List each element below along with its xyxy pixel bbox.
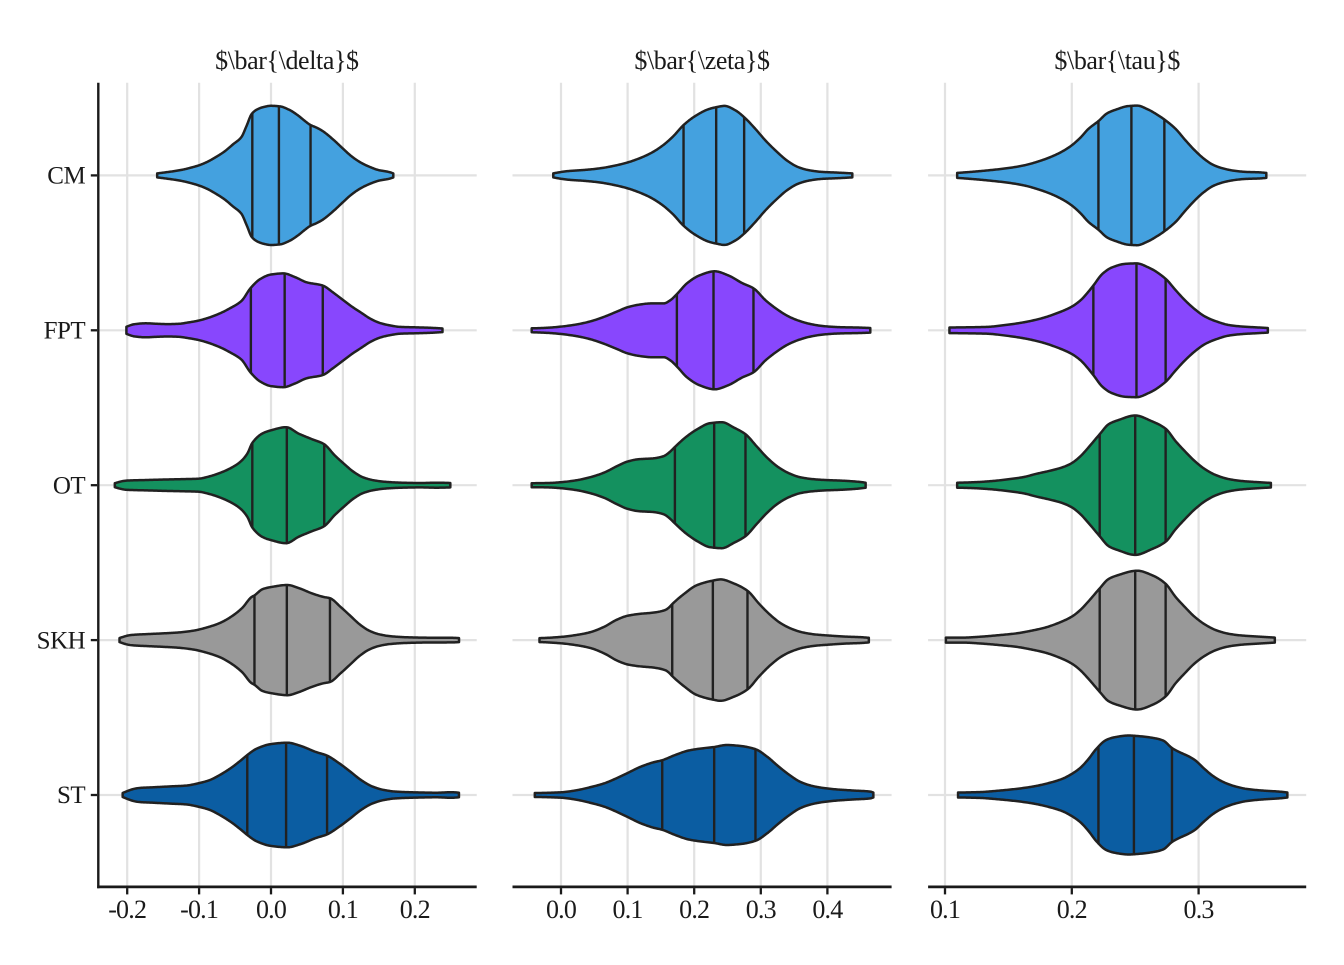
- svg-text:ST: ST: [57, 782, 85, 809]
- svg-text:-0.1: -0.1: [180, 895, 218, 924]
- svg-text:-0.2: -0.2: [108, 895, 146, 924]
- svg-text:SKH: SKH: [37, 627, 86, 654]
- svg-text:0.2: 0.2: [1057, 895, 1087, 924]
- svg-text:0.3: 0.3: [1184, 895, 1214, 924]
- svg-text:0.0: 0.0: [546, 895, 577, 924]
- svg-text:0.4: 0.4: [812, 895, 843, 924]
- svg-text:0.1: 0.1: [930, 895, 960, 924]
- svg-text:0.2: 0.2: [400, 895, 430, 924]
- svg-text:0.2: 0.2: [679, 895, 709, 924]
- svg-text:FPT: FPT: [44, 318, 86, 345]
- svg-text:$\bar{\delta}$: $\bar{\delta}$: [215, 46, 359, 75]
- svg-text:0.3: 0.3: [746, 895, 776, 924]
- svg-text:OT: OT: [53, 472, 86, 499]
- svg-text:$\bar{\tau}$: $\bar{\tau}$: [1054, 46, 1180, 75]
- svg-text:CM: CM: [47, 163, 85, 190]
- svg-text:0.1: 0.1: [328, 895, 358, 924]
- svg-text:$\bar{\zeta}$: $\bar{\zeta}$: [634, 46, 770, 75]
- svg-text:0.0: 0.0: [256, 895, 287, 924]
- svg-text:0.1: 0.1: [613, 895, 643, 924]
